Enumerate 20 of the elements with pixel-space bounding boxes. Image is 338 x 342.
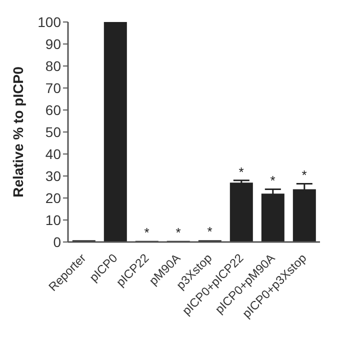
y-tick-label: 30 xyxy=(45,168,62,184)
y-tick-label: 10 xyxy=(45,212,62,228)
y-tick-label: 0 xyxy=(53,234,62,250)
y-tick-label: 70 xyxy=(45,80,62,96)
y-tick-label: 60 xyxy=(45,102,62,118)
y-tick-label: 100 xyxy=(38,14,62,30)
annotation: * xyxy=(302,168,307,183)
annotation: * xyxy=(207,224,212,240)
bar xyxy=(230,182,253,242)
y-tick-label: 20 xyxy=(45,190,62,206)
bar xyxy=(104,22,127,242)
annotation: * xyxy=(144,224,150,240)
y-tick-label: 80 xyxy=(45,58,62,74)
annotation: * xyxy=(238,164,244,180)
annotation: * xyxy=(176,224,181,240)
y-tick-label: 40 xyxy=(45,146,62,162)
annotation: * xyxy=(270,173,276,188)
y-tick-label: 50 xyxy=(45,124,62,140)
y-tick-label: 90 xyxy=(45,36,62,52)
y-axis-title: Relative % to pICP0 xyxy=(10,66,26,198)
